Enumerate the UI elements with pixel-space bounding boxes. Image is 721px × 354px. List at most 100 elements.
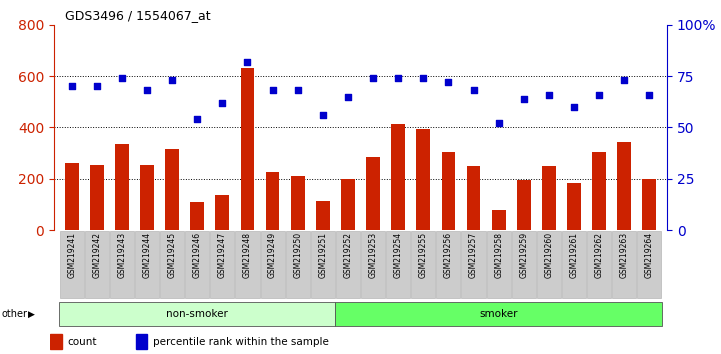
FancyBboxPatch shape [260,231,285,298]
Text: GSM219250: GSM219250 [293,232,302,278]
FancyBboxPatch shape [336,231,360,298]
Text: GSM219254: GSM219254 [394,232,402,278]
FancyBboxPatch shape [135,231,159,298]
Bar [466,166,480,230]
Point [317,112,329,118]
FancyBboxPatch shape [59,302,335,326]
Point [392,75,404,81]
Point [367,75,379,81]
Text: GSM219255: GSM219255 [419,232,428,278]
Point [543,92,554,97]
Point [593,92,605,97]
FancyBboxPatch shape [512,231,536,298]
Bar [140,165,154,230]
FancyBboxPatch shape [335,302,662,326]
Bar [617,142,631,230]
FancyBboxPatch shape [60,231,84,298]
FancyBboxPatch shape [85,231,109,298]
Text: percentile rank within the sample: percentile rank within the sample [154,337,329,347]
Text: GSM219241: GSM219241 [67,232,76,278]
Text: GSM219262: GSM219262 [595,232,603,278]
Point [91,84,102,89]
Point [242,59,253,64]
Point [116,75,128,81]
FancyBboxPatch shape [236,231,260,298]
Bar [65,164,79,230]
Text: GSM219246: GSM219246 [193,232,202,278]
Text: other: other [1,309,27,319]
Text: GSM219264: GSM219264 [645,232,654,278]
FancyBboxPatch shape [211,231,234,298]
Text: GSM219259: GSM219259 [519,232,528,278]
FancyBboxPatch shape [311,231,335,298]
Point [619,78,630,83]
Point [292,88,304,93]
Point [141,88,153,93]
Text: GSM219252: GSM219252 [343,232,353,278]
Bar [366,157,380,230]
Point [468,88,479,93]
Point [417,75,429,81]
Point [167,78,178,83]
Point [518,96,529,102]
Bar [517,180,531,230]
Text: GSM219247: GSM219247 [218,232,227,278]
Bar [90,165,104,230]
Bar [542,166,556,230]
Bar [136,334,147,349]
Text: GSM219244: GSM219244 [143,232,151,278]
FancyBboxPatch shape [436,231,461,298]
Text: ▶: ▶ [28,310,35,319]
FancyBboxPatch shape [461,231,485,298]
Text: GSM219260: GSM219260 [544,232,554,278]
Text: GSM219258: GSM219258 [494,232,503,278]
Text: GDS3496 / 1554067_at: GDS3496 / 1554067_at [65,9,211,22]
Point [644,92,655,97]
Text: GSM219263: GSM219263 [620,232,629,278]
FancyBboxPatch shape [361,231,385,298]
FancyBboxPatch shape [612,231,637,298]
Point [493,120,505,126]
Text: GSM219261: GSM219261 [570,232,578,278]
FancyBboxPatch shape [487,231,510,298]
Bar [492,210,505,230]
Bar [115,144,129,230]
Point [342,94,354,99]
FancyBboxPatch shape [110,231,134,298]
Point [568,104,580,110]
Point [267,88,278,93]
Text: GSM219253: GSM219253 [368,232,378,278]
Bar [341,179,355,230]
Text: count: count [68,337,97,347]
FancyBboxPatch shape [286,231,310,298]
Bar [165,149,179,230]
Text: smoker: smoker [479,309,518,319]
FancyBboxPatch shape [160,231,184,298]
Bar [216,195,229,230]
Text: GSM219256: GSM219256 [444,232,453,278]
Text: GSM219248: GSM219248 [243,232,252,278]
Bar [316,201,329,230]
FancyBboxPatch shape [537,231,561,298]
Point [216,100,228,105]
Bar [190,202,204,230]
Text: GSM219249: GSM219249 [268,232,277,278]
Bar [265,172,280,230]
FancyBboxPatch shape [185,231,209,298]
Bar [441,152,456,230]
Bar [642,179,656,230]
FancyBboxPatch shape [587,231,611,298]
Bar [592,152,606,230]
Bar [50,334,62,349]
Bar [241,68,255,230]
FancyBboxPatch shape [386,231,410,298]
Text: GSM219245: GSM219245 [167,232,177,278]
Point [192,116,203,122]
FancyBboxPatch shape [637,231,661,298]
Bar [291,176,304,230]
Text: GSM219257: GSM219257 [469,232,478,278]
Bar [392,124,405,230]
Bar [417,129,430,230]
Text: GSM219251: GSM219251 [319,232,327,278]
FancyBboxPatch shape [411,231,435,298]
